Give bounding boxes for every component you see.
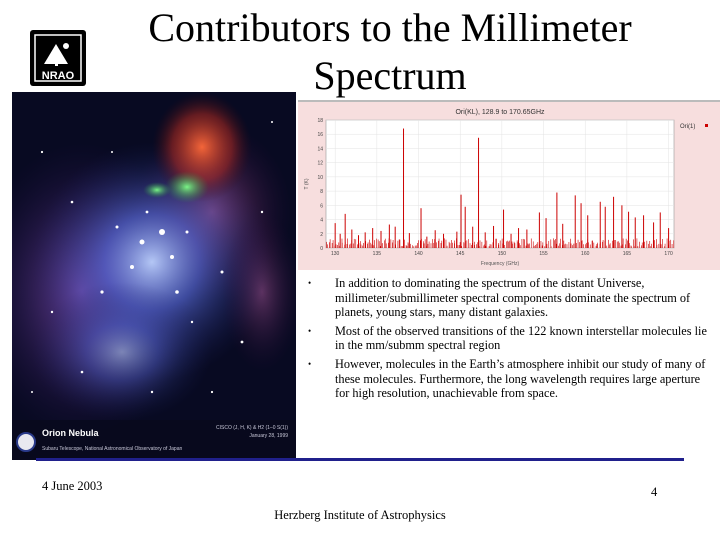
slide-date: 4 June 2003 [42, 479, 103, 493]
y-tick-label: 8 [320, 189, 323, 195]
chart-ylabel: T (K) [304, 178, 310, 189]
chart-title: Ori(KL), 128.9 to 170.65GHz [455, 109, 545, 116]
nebula-graphic [12, 92, 296, 460]
y-tick-label: 16 [317, 132, 323, 138]
bullet-text: In addition to dominating the spectrum o… [335, 276, 691, 320]
slide-title: Contributors to the Millimeter Spectrum [148, 5, 632, 98]
y-tick-label: 2 [320, 232, 323, 238]
bullet-item: • However, molecules in the Earth’s atmos… [308, 357, 713, 401]
nrao-logo: NRAO [30, 30, 86, 86]
page-number: 4 [651, 485, 658, 499]
y-tick-label: 18 [317, 118, 323, 124]
x-tick-label: 160 [581, 251, 590, 257]
bullet-item: • Most of the observed transitions of the… [308, 324, 713, 353]
chart-xlabel: Frequency (GHz) [481, 261, 520, 267]
x-tick-label: 155 [539, 251, 548, 257]
subaru-seal-icon [16, 432, 36, 452]
bullet-text: Most of the observed transitions of the … [335, 323, 707, 353]
nebula-caption-date: January 28, 1999 [249, 433, 288, 439]
nebula-caption-instrument: CISCO (J, H, K) & H2 (1–0 S(1)) [216, 425, 288, 431]
x-tick-label: 150 [498, 251, 507, 257]
y-tick-label: 6 [320, 203, 323, 209]
x-tick-label: 130 [331, 251, 340, 257]
x-tick-label: 165 [623, 251, 632, 257]
nebula-caption-credit: Subaru Telescope, National Astronomical … [42, 446, 183, 452]
y-tick-label: 0 [320, 246, 323, 252]
bullet-dot: • [308, 278, 312, 288]
nebula-caption-title: Orion Nebula [42, 428, 99, 438]
chart-legend: Ori(1) [680, 124, 695, 130]
bullet-dot: • [308, 358, 312, 369]
nrao-logo-icon: NRAO [32, 32, 84, 84]
x-tick-label: 135 [373, 251, 382, 257]
spectrum-chart: Ori(KL), 128.9 to 170.65GHz Frequency (G… [298, 100, 720, 270]
bullet-list: • In addition to dominating the spectrum … [308, 276, 713, 405]
slide-footer: Herzberg Institute of Astrophysics [274, 508, 446, 522]
chart-legend-swatch [705, 124, 708, 127]
orion-nebula-image: Orion Nebula Subaru Telescope, National … [12, 92, 296, 460]
bullet-item: • In addition to dominating the spectrum … [308, 276, 713, 320]
x-tick-label: 145 [456, 251, 465, 257]
spectrum-plot: Ori(KL), 128.9 to 170.65GHz Frequency (G… [304, 109, 708, 267]
y-tick-label: 12 [317, 161, 323, 167]
y-tick-label: 4 [320, 218, 323, 224]
y-tick-label: 10 [317, 175, 323, 181]
bullet-text: However, molecules in the Earth’s atmosp… [335, 356, 706, 401]
y-tick-label: 14 [317, 146, 323, 152]
x-tick-label: 170 [664, 251, 673, 257]
x-tick-label: 140 [414, 251, 423, 257]
logo-text: NRAO [42, 70, 75, 82]
bullet-dot: • [308, 325, 312, 336]
footer-divider [36, 458, 684, 461]
nebula-caption-right: CISCO (J, H, K) & H2 (1–0 S(1)) January … [216, 424, 288, 440]
nebula-caption-bar [12, 420, 296, 460]
